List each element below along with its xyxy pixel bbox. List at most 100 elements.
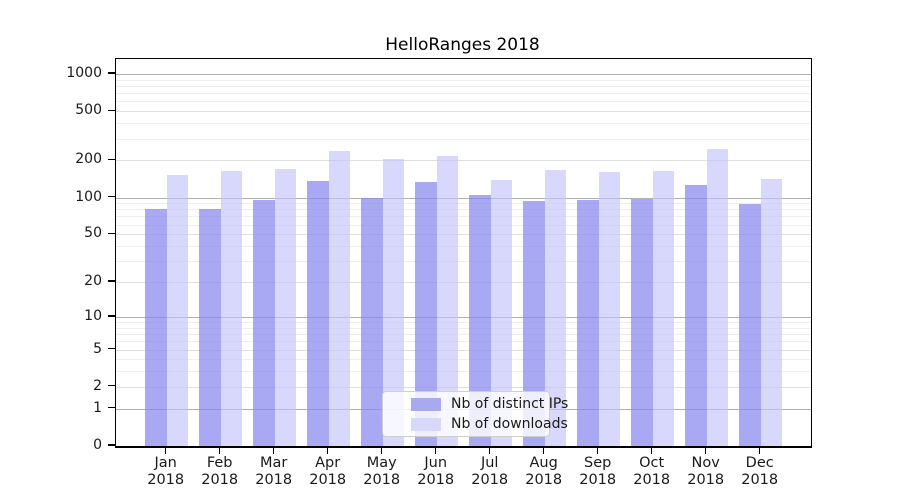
gridline-minor-3 — [116, 371, 811, 373]
bar-downloads-mar — [274, 169, 297, 446]
x-tick-month: Jun — [424, 455, 448, 471]
bar-downloads-nov — [706, 149, 729, 446]
bar-downloads-sep — [598, 172, 621, 446]
gridline-2 — [116, 386, 811, 388]
x-tick-month: Feb — [206, 455, 233, 471]
x-tick-mark-may — [381, 447, 383, 454]
y-tick-label-100: 100 — [75, 188, 102, 205]
x-tick-mark-dec — [759, 447, 761, 454]
x-tick-year: 2018 — [363, 472, 401, 488]
x-tick-month: Jul — [480, 455, 499, 471]
bar-distinct-ips-may — [361, 198, 383, 446]
plot-area — [115, 58, 812, 448]
y-tick-label-50: 50 — [84, 225, 102, 242]
gridline-minor-70 — [116, 216, 811, 218]
x-tick-label-apr: Apr 2018 — [298, 455, 358, 489]
gridline-minor-900 — [116, 79, 811, 81]
x-tick-mark-nov — [705, 447, 707, 454]
y-tick-label-0: 0 — [93, 437, 102, 453]
x-tick-month: Sep — [584, 455, 612, 471]
x-tick-month: Oct — [639, 455, 665, 471]
gridline-minor-90 — [116, 203, 811, 205]
bar-downloads-may — [382, 159, 405, 446]
bar-distinct-ips-jun — [415, 182, 437, 446]
gridline-minor-700 — [116, 93, 811, 95]
y-tick-mark-2 — [108, 385, 115, 387]
gridline-minor-8 — [116, 327, 811, 329]
x-tick-mark-jun — [435, 447, 437, 454]
x-tick-label-jan: Jan 2018 — [136, 455, 196, 489]
legend-swatch-distinct-ips — [411, 397, 441, 411]
gridline-minor-80 — [116, 209, 811, 211]
x-tick-label-mar: Mar 2018 — [244, 455, 304, 489]
gridline-minor-300 — [116, 138, 811, 140]
legend: Nb of distinct IPs Nb of downloads — [382, 391, 568, 437]
gridline-10 — [116, 316, 811, 318]
x-tick-label-jun: Jun 2018 — [406, 455, 466, 489]
y-tick-mark-1 — [108, 407, 115, 409]
x-tick-mark-aug — [543, 447, 545, 454]
bar-downloads-jul — [490, 179, 513, 446]
gridline-20 — [116, 282, 811, 283]
y-tick-mark-500 — [108, 109, 115, 111]
y-tick-mark-20 — [108, 280, 115, 282]
y-tick-mark-1000 — [108, 72, 115, 74]
gridline-5 — [116, 349, 811, 351]
x-tick-label-jul: Jul 2018 — [460, 455, 520, 489]
y-tick-mark-10 — [108, 315, 115, 317]
y-tick-mark-5 — [108, 347, 115, 350]
gridline-500 — [116, 111, 811, 113]
bar-distinct-ips-jan — [145, 208, 167, 446]
x-tick-year: 2018 — [633, 472, 671, 488]
gridline-minor-40 — [116, 246, 811, 247]
y-tick-mark-50 — [108, 232, 115, 234]
x-tick-label-dec: Dec 2018 — [730, 455, 790, 489]
bar-distinct-ips-feb — [199, 208, 221, 446]
x-tick-mark-oct — [651, 447, 653, 454]
bar-downloads-dec — [760, 178, 783, 446]
x-tick-year: 2018 — [147, 472, 185, 488]
bar-downloads-feb — [220, 171, 243, 446]
legend-item-downloads: Nb of downloads — [383, 416, 568, 433]
y-tick-mark-200 — [108, 158, 115, 161]
bar-distinct-ips-dec — [739, 204, 761, 446]
y-tick-label-2: 2 — [93, 377, 102, 394]
bar-distinct-ips-mar — [253, 200, 275, 446]
gridline-200 — [116, 160, 811, 162]
y-tick-label-1000: 1000 — [66, 64, 102, 81]
chart-title: HelloRanges 2018 — [385, 35, 540, 55]
x-tick-year: 2018 — [471, 472, 509, 488]
gridline-minor-6 — [116, 341, 811, 343]
gridline-100 — [116, 197, 811, 199]
gridline-minor-800 — [116, 85, 811, 87]
gridline-minor-400 — [116, 123, 811, 125]
x-tick-month: Mar — [260, 455, 288, 471]
x-tick-label-sep: Sep 2018 — [568, 455, 628, 489]
y-tick-mark-100 — [108, 195, 115, 198]
x-tick-year: 2018 — [201, 472, 239, 488]
x-tick-label-may: May 2018 — [352, 455, 412, 489]
legend-swatch-downloads — [411, 417, 441, 431]
bar-distinct-ips-oct — [631, 199, 653, 446]
gridline-minor-9 — [116, 322, 811, 323]
legend-item-distinct-ips: Nb of distinct IPs — [383, 396, 568, 413]
bar-distinct-ips-nov — [685, 185, 707, 446]
legend-label-downloads: Nb of downloads — [451, 416, 568, 432]
x-tick-mark-feb — [219, 447, 221, 454]
gridline-1000 — [116, 73, 811, 75]
y-tick-mark-0 — [108, 444, 115, 446]
bar-downloads-jan — [166, 174, 189, 446]
bar-distinct-ips-apr — [307, 180, 329, 446]
x-tick-month: Dec — [745, 455, 774, 471]
bar-distinct-ips-sep — [577, 200, 599, 446]
gridline-50 — [116, 234, 811, 236]
y-tick-label-20: 20 — [84, 273, 102, 289]
x-tick-year: 2018 — [255, 472, 293, 488]
gridline-minor-600 — [116, 101, 811, 103]
x-tick-year: 2018 — [741, 472, 779, 488]
x-tick-month: Jan — [154, 455, 177, 471]
x-tick-year: 2018 — [309, 472, 347, 488]
gridline-minor-60 — [116, 224, 811, 226]
x-tick-year: 2018 — [525, 472, 563, 488]
gridline-minor-4 — [116, 359, 811, 361]
